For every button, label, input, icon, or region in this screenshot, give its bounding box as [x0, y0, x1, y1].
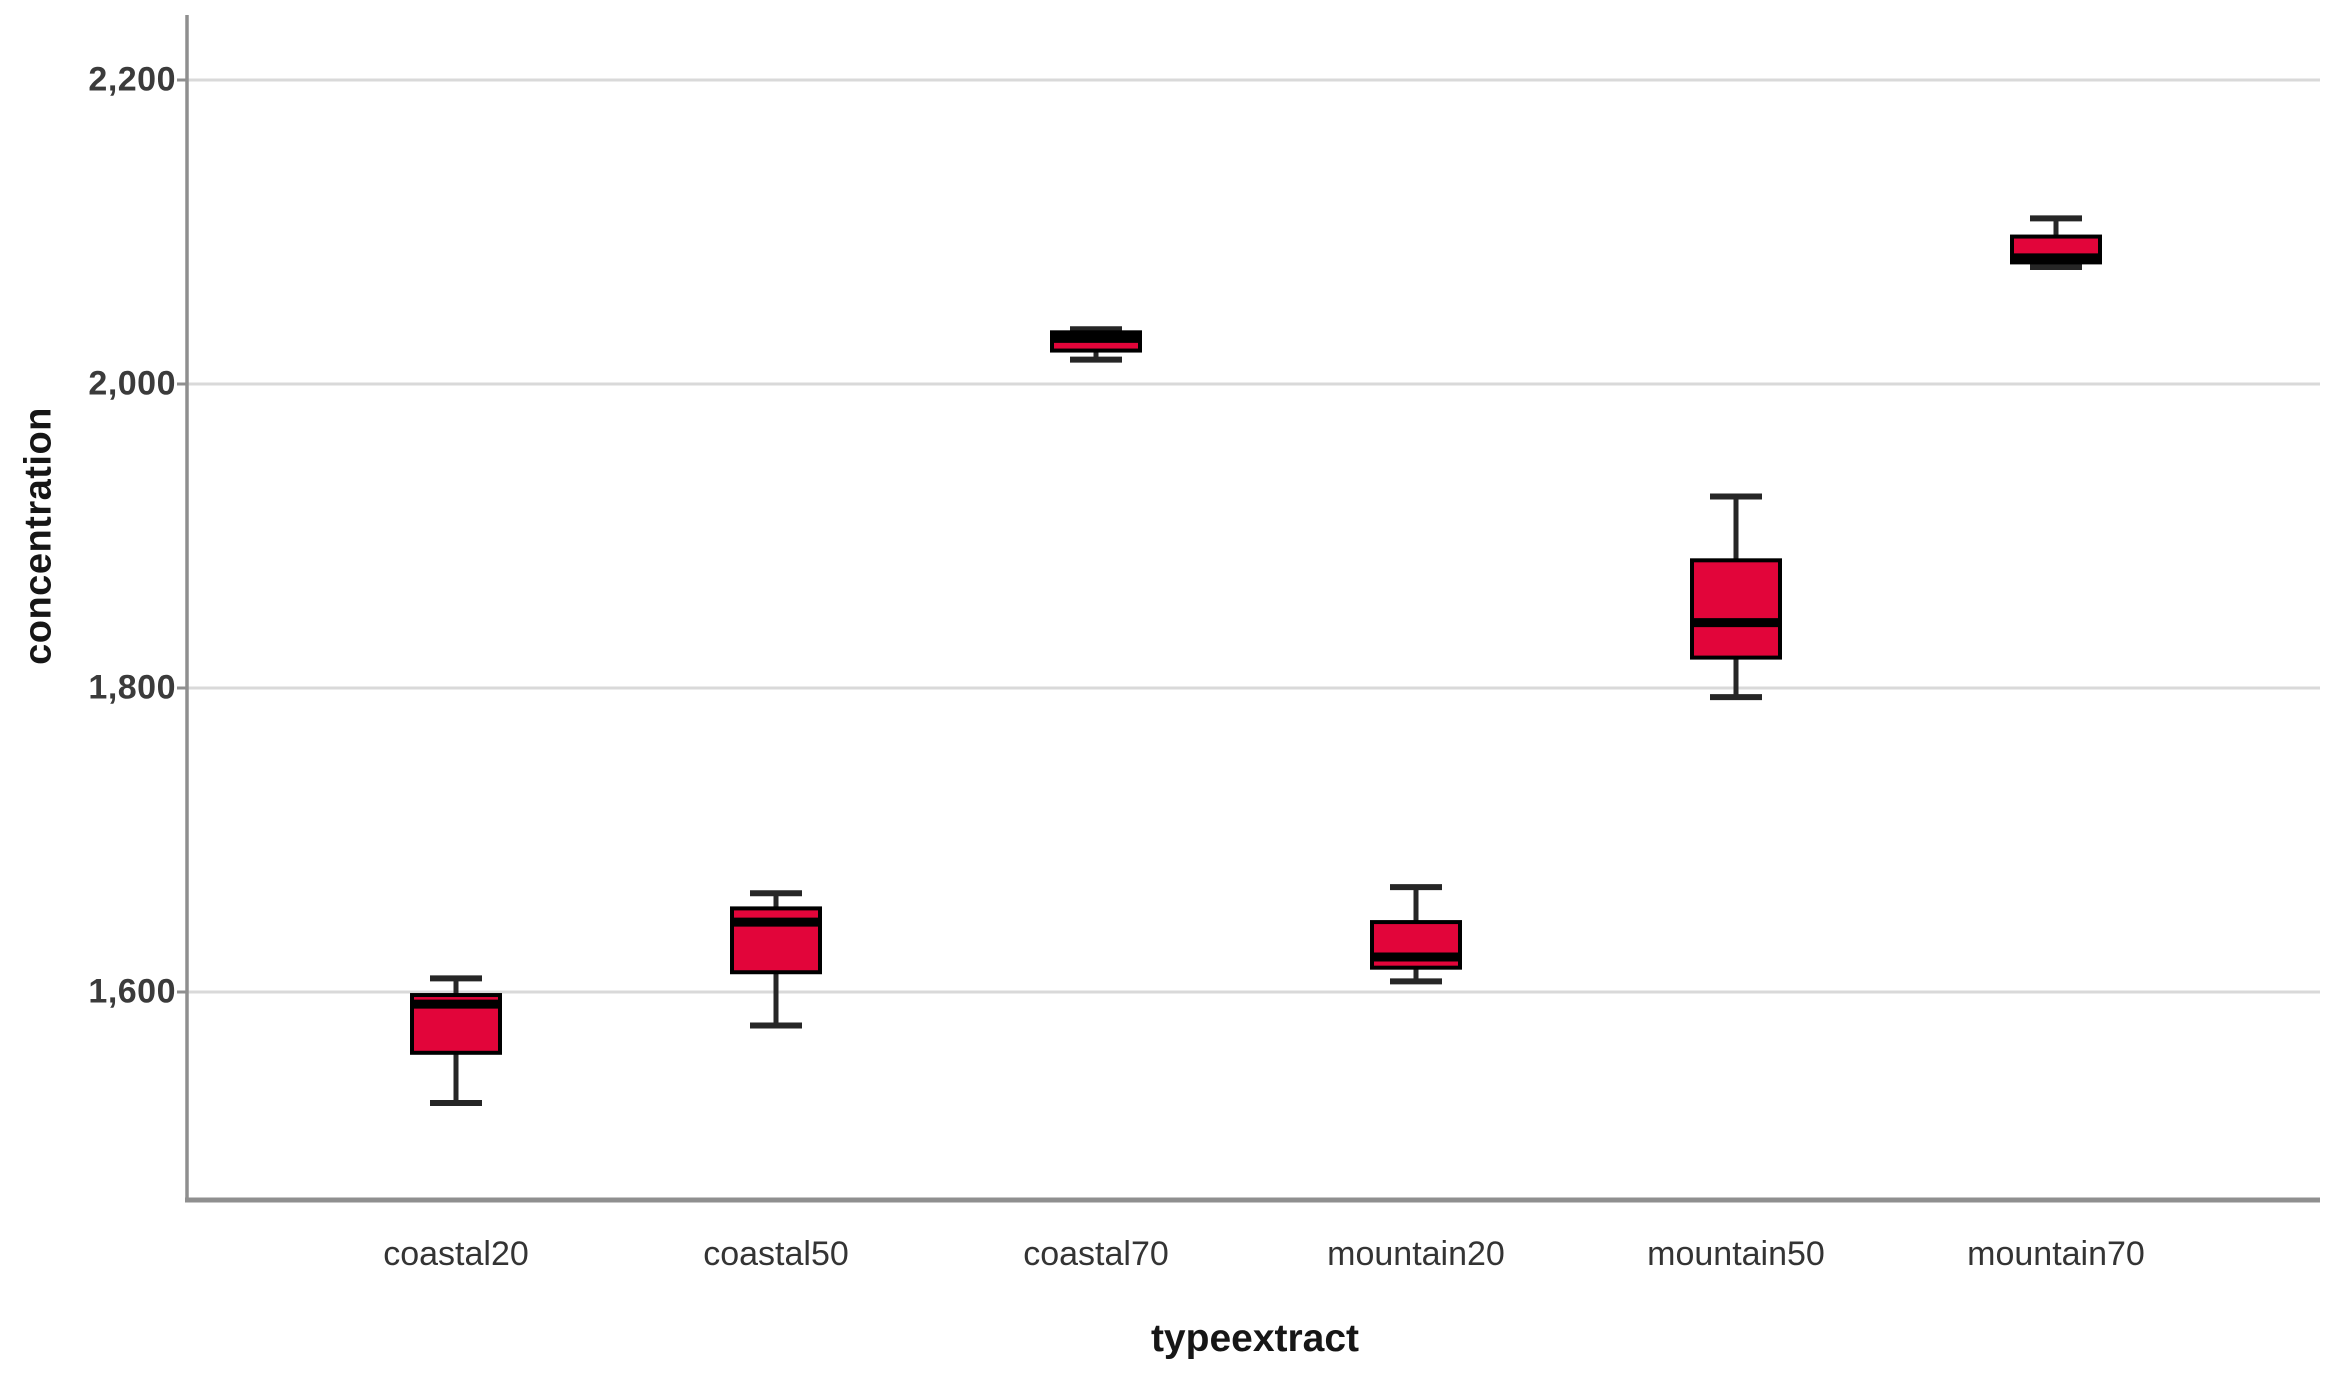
y-axis-title: concentration	[17, 407, 60, 665]
x-tick-label-coastal50: coastal50	[703, 1235, 849, 1273]
boxplot-coastal20	[410, 975, 502, 1106]
y-tick-label: 2,000	[88, 364, 176, 403]
y-tick-label: 1,800	[88, 668, 176, 707]
x-tick-label-coastal20: coastal20	[383, 1235, 529, 1273]
boxplot-mountain20	[1370, 884, 1462, 985]
x-tick-label-mountain20: mountain20	[1327, 1235, 1505, 1273]
y-tick-label: 1,600	[88, 972, 176, 1011]
x-tick-label-mountain50: mountain50	[1647, 1235, 1825, 1273]
boxplot-coastal50	[730, 890, 822, 1029]
boxplot-coastal70	[1050, 326, 1142, 363]
x-tick-label-mountain70: mountain70	[1967, 1235, 2145, 1273]
x-tick-label-coastal70: coastal70	[1023, 1235, 1169, 1273]
boxplot-mountain50	[1690, 493, 1782, 701]
x-axis-title: typeextract	[1150, 1317, 1360, 1360]
box-rect	[1690, 558, 1782, 660]
boxplot-mountain70	[2010, 215, 2102, 270]
y-tick-label: 2,200	[88, 60, 176, 99]
